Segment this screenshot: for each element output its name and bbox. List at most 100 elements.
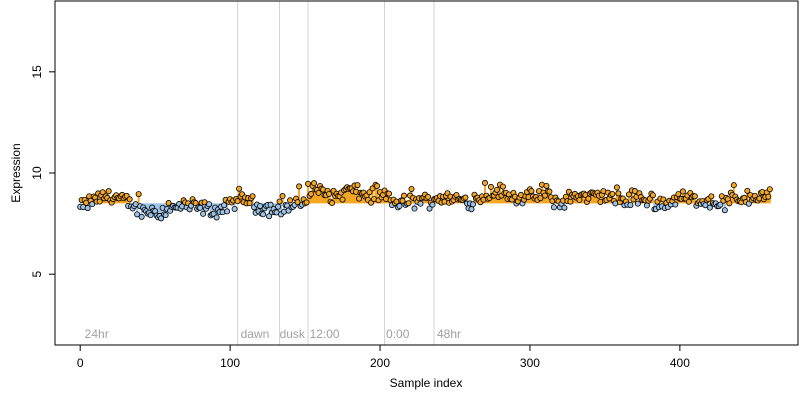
data-point bbox=[543, 182, 550, 189]
data-point bbox=[469, 201, 476, 208]
data-point bbox=[426, 205, 433, 212]
data-point bbox=[625, 191, 632, 198]
data-point bbox=[685, 198, 692, 205]
data-point bbox=[499, 183, 506, 190]
data-point bbox=[429, 201, 436, 208]
data-point bbox=[366, 189, 373, 196]
data-point bbox=[257, 202, 264, 209]
data-point bbox=[730, 182, 737, 189]
data-point bbox=[408, 185, 415, 192]
data-point bbox=[275, 203, 282, 210]
data-point bbox=[158, 215, 165, 222]
data-point bbox=[766, 186, 773, 193]
data-point bbox=[550, 204, 557, 211]
data-point bbox=[89, 201, 96, 208]
data-point bbox=[200, 210, 207, 217]
data-point bbox=[303, 199, 310, 206]
phase-lines bbox=[237, 1, 435, 345]
data-point bbox=[634, 200, 641, 207]
data-point bbox=[462, 194, 469, 201]
data-point bbox=[126, 196, 133, 203]
data-point bbox=[134, 211, 141, 218]
data-point bbox=[246, 200, 253, 207]
data-point bbox=[481, 179, 488, 186]
y-axis-title: Expression bbox=[9, 143, 23, 202]
data-point bbox=[745, 200, 752, 207]
data-point bbox=[627, 202, 634, 209]
data-point bbox=[615, 190, 622, 197]
data-point bbox=[315, 189, 322, 196]
data-point bbox=[308, 190, 315, 197]
data-point bbox=[401, 192, 408, 199]
data-point bbox=[84, 205, 91, 212]
data-point bbox=[266, 213, 273, 220]
data-point bbox=[567, 198, 574, 205]
x-tick-label: 300 bbox=[520, 356, 540, 370]
data-point bbox=[528, 188, 535, 195]
data-point bbox=[613, 184, 620, 191]
data-point bbox=[221, 202, 228, 209]
data-point bbox=[541, 192, 548, 199]
x-tick-label: 200 bbox=[370, 356, 390, 370]
data-point bbox=[487, 183, 494, 190]
data-point bbox=[311, 180, 318, 187]
data-point bbox=[493, 186, 500, 193]
x-tick-label: 0 bbox=[77, 356, 84, 370]
data-point bbox=[213, 214, 220, 221]
data-point bbox=[708, 193, 715, 200]
data-point bbox=[356, 195, 363, 202]
x-tick-label: 100 bbox=[220, 356, 240, 370]
data-point bbox=[236, 185, 243, 192]
data-point bbox=[197, 204, 204, 211]
x-axis-title: Sample index bbox=[390, 376, 463, 390]
y-tick-label: 15 bbox=[30, 65, 44, 79]
data-point bbox=[224, 208, 231, 215]
data-point bbox=[468, 206, 475, 213]
data-point bbox=[276, 198, 283, 205]
y-tick-label: 5 bbox=[30, 271, 44, 278]
data-point bbox=[162, 212, 169, 219]
data-point bbox=[672, 201, 679, 208]
data-point bbox=[374, 183, 381, 190]
y-tick-label: 10 bbox=[30, 166, 44, 180]
data-point bbox=[609, 190, 616, 197]
data-point bbox=[231, 205, 238, 212]
data-point bbox=[135, 191, 142, 198]
phase-labels: 24hr dawn dusk 12:00 0:00 48hr bbox=[85, 327, 461, 341]
phase-label: 24hr bbox=[85, 327, 109, 341]
data-point bbox=[411, 205, 418, 212]
data-point bbox=[405, 200, 412, 207]
data-point bbox=[744, 187, 751, 194]
data-point bbox=[546, 188, 553, 195]
data-point bbox=[691, 193, 698, 200]
x-tick-label: 400 bbox=[670, 356, 690, 370]
data-points bbox=[77, 179, 773, 222]
data-point bbox=[386, 190, 393, 197]
data-point bbox=[147, 212, 154, 219]
data-point bbox=[585, 195, 592, 202]
data-point bbox=[294, 199, 301, 206]
data-point bbox=[717, 201, 724, 208]
data-point bbox=[249, 193, 256, 200]
phase-label: dawn bbox=[241, 327, 270, 341]
data-point bbox=[721, 207, 728, 214]
data-point bbox=[99, 189, 106, 196]
data-point bbox=[726, 200, 733, 207]
data-point bbox=[396, 203, 403, 210]
data-point bbox=[537, 195, 544, 202]
phase-label: dusk bbox=[280, 327, 306, 341]
phase-label: 48hr bbox=[437, 327, 461, 341]
data-point bbox=[417, 200, 424, 207]
data-point bbox=[424, 193, 431, 200]
data-point bbox=[576, 196, 583, 203]
data-point bbox=[138, 213, 145, 220]
data-point bbox=[561, 204, 568, 211]
data-point bbox=[679, 188, 686, 195]
data-point bbox=[296, 183, 303, 190]
data-point bbox=[206, 201, 213, 208]
data-point bbox=[192, 200, 199, 207]
data-point bbox=[279, 193, 286, 200]
data-point bbox=[105, 188, 112, 195]
data-point bbox=[706, 204, 713, 211]
